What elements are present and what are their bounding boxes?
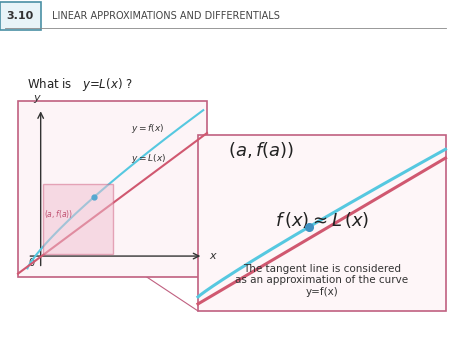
Text: 3.10: 3.10 [7,11,34,21]
Text: LINEAR APPROXIMATIONS AND DIFFERENTIALS: LINEAR APPROXIMATIONS AND DIFFERENTIALS [52,11,279,21]
Text: $y = L(x)$: $y = L(x)$ [131,152,166,165]
Text: $f\,(x) \approx L\,(x)$: $f\,(x) \approx L\,(x)$ [274,210,369,230]
Text: What is   $y$=$L$($x$) ?: What is $y$=$L$($x$) ? [27,76,133,93]
FancyBboxPatch shape [0,2,40,30]
Text: x: x [209,251,216,261]
Text: 0: 0 [28,258,34,268]
Text: $(a, f(a))$: $(a, f(a))$ [45,209,74,220]
Bar [43,184,112,254]
Text: $(a, f(a))$: $(a, f(a))$ [228,140,294,160]
Bar [198,135,446,311]
Text: y: y [34,93,40,103]
Text: $y = f(x)$: $y = f(x)$ [131,122,165,135]
Bar [18,101,207,277]
Text: The tangent line is considered
as an approximation of the curve
y=f(x): The tangent line is considered as an app… [235,264,408,297]
